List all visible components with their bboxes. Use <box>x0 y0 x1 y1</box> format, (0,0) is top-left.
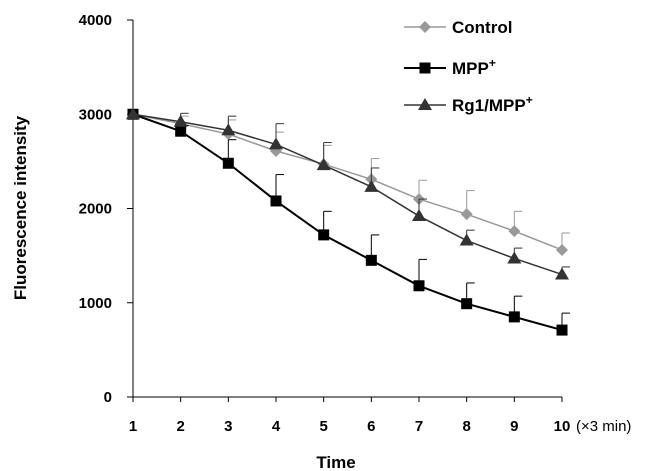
x-tick-label: 1 <box>129 418 137 435</box>
x-axis: 1 2 3 4 5 6 7 8 9 10 <box>129 396 571 435</box>
legend-label: Control <box>452 18 512 37</box>
data-point <box>364 179 379 192</box>
data-point <box>365 254 377 266</box>
plot-area <box>126 107 570 336</box>
x-axis-unit: (×3 min) <box>576 418 631 435</box>
data-point <box>555 267 569 280</box>
data-point <box>318 229 330 241</box>
series-rg1-mpp <box>126 107 570 280</box>
data-point <box>413 280 425 292</box>
y-tick-label: 3000 <box>79 106 112 123</box>
y-axis-title: Fluorescence intensity <box>11 115 30 300</box>
data-point <box>508 311 520 323</box>
x-tick-label: 2 <box>176 418 184 435</box>
data-point <box>175 125 187 137</box>
legend: Control MPP+ Rg1/MPP+ <box>404 18 533 115</box>
data-point <box>507 251 522 264</box>
x-tick-label: 3 <box>224 418 232 435</box>
legend-marker <box>418 98 432 110</box>
data-point <box>556 324 568 336</box>
series-mpp <box>127 108 570 336</box>
series-control <box>127 108 570 256</box>
x-tick-label: 10 <box>554 418 571 435</box>
data-point <box>269 137 283 150</box>
legend-item: Rg1/MPP+ <box>404 93 533 115</box>
x-tick-label: 7 <box>415 418 423 435</box>
series-line <box>132 113 563 332</box>
data-point <box>126 107 140 120</box>
data-point <box>270 195 282 207</box>
legend-marker <box>419 21 431 33</box>
y-axis: 0 1000 2000 3000 4000 <box>79 12 134 406</box>
legend-label: MPP+ <box>452 56 496 78</box>
x-tick-label: 9 <box>510 418 518 435</box>
series-line <box>132 113 563 276</box>
legend-item: MPP+ <box>404 56 496 78</box>
x-axis-title: Time <box>316 453 355 471</box>
y-tick-label: 4000 <box>79 12 112 29</box>
y-tick-label: 1000 <box>79 295 112 312</box>
data-point <box>173 114 188 127</box>
x-ticks: 1 2 3 4 5 6 7 8 9 10 <box>129 397 571 435</box>
y-tick-label: 2000 <box>79 201 112 218</box>
legend-item: Control <box>404 18 512 37</box>
y-ticks: 0 1000 2000 3000 4000 <box>79 12 133 406</box>
x-tick-label: 8 <box>462 418 470 435</box>
series-line <box>132 113 563 251</box>
data-point <box>460 208 473 221</box>
x-tick-label: 4 <box>272 418 281 435</box>
data-point <box>316 158 331 171</box>
x-tick-label: 5 <box>319 418 327 435</box>
data-point <box>222 157 234 169</box>
data-point <box>556 243 568 256</box>
x-tick-label: 6 <box>367 418 375 435</box>
y-tick-label: 0 <box>104 389 112 406</box>
data-point <box>221 123 236 136</box>
data-point <box>459 233 474 246</box>
legend-label: Rg1/MPP+ <box>452 93 533 115</box>
data-point <box>461 298 473 310</box>
data-point <box>508 225 521 238</box>
legend-marker <box>419 62 431 74</box>
data-point <box>412 209 426 222</box>
